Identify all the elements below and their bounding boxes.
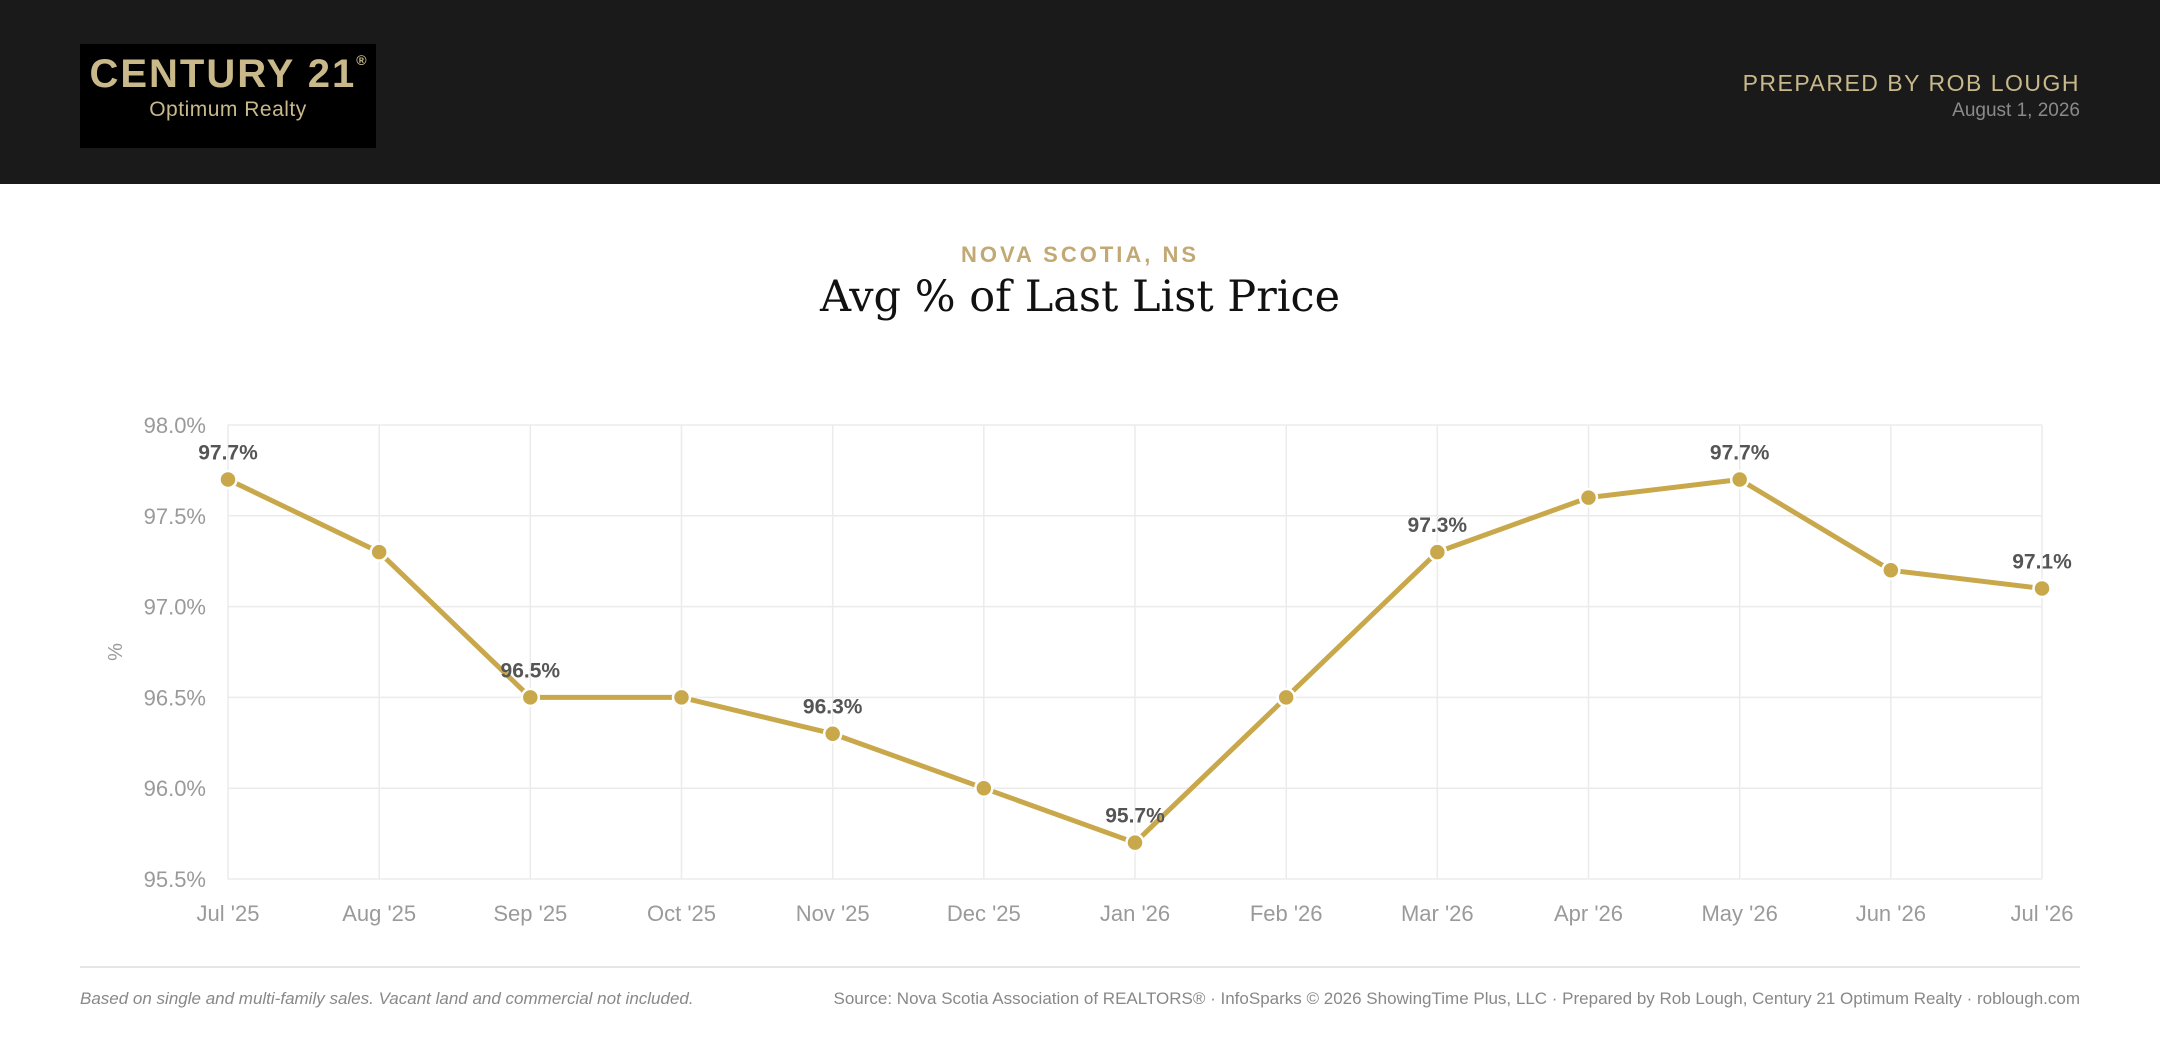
report-date: August 1, 2026 — [1952, 100, 2080, 121]
century21-logo: CENTURY 21® Optimum Realty — [80, 44, 376, 148]
data-label: 96.3% — [803, 696, 863, 719]
x-tick-label: Apr '26 — [1554, 901, 1623, 926]
y-tick-label: 95.5% — [144, 867, 206, 892]
x-tick-label: Feb '26 — [1250, 901, 1323, 926]
data-point — [218, 469, 238, 490]
data-point — [369, 542, 389, 562]
x-tick-label: Nov '25 — [796, 901, 870, 926]
y-tick-label: 96.0% — [144, 776, 206, 801]
x-tick-label: Oct '25 — [647, 901, 716, 926]
x-tick-label: Dec '25 — [947, 901, 1021, 926]
logo-main-text: CENTURY 21 — [89, 52, 357, 96]
data-label: 97.3% — [1408, 514, 1468, 537]
data-point — [1427, 542, 1448, 562]
y-tick-label: 96.5% — [144, 685, 206, 710]
data-point — [520, 687, 541, 708]
data-label: 97.7% — [198, 441, 258, 464]
footer-source: Source: Nova Scotia Association of REALT… — [833, 989, 2081, 1008]
data-point — [671, 687, 692, 708]
x-tick-label: Mar '26 — [1401, 901, 1474, 926]
y-tick-label: 97.5% — [144, 504, 206, 529]
x-tick-label: Jan '26 — [1100, 901, 1170, 926]
data-labels: 97.7% 96.5% 96.3% 95.7% 97.3% 97.7% 97.1% — [198, 441, 2072, 827]
data-label: 95.7% — [1105, 805, 1165, 828]
data-point — [822, 723, 843, 744]
x-tick-label: Sep '25 — [493, 901, 567, 926]
y-axis-label: % — [105, 643, 127, 661]
data-point — [1578, 487, 1599, 508]
data-point — [1881, 560, 1901, 581]
location-label: NOVA SCOTIA, NS — [960, 242, 1200, 267]
data-point — [1276, 687, 1296, 708]
x-tick-label: Jul '25 — [197, 901, 260, 926]
y-tick-label: 98.0% — [144, 413, 206, 438]
axes: 98.0% 97.5% 97.0% 96.5% 96.0% 95.5% Jul '25 Aug… — [105, 413, 2073, 926]
prepared-by: PREPARED BY ROB LOUGH — [1742, 70, 2080, 96]
footer-divider — [80, 966, 2080, 968]
footer-note: Based on single and multi-family sales. … — [80, 989, 694, 1008]
chart-title: Avg % of Last List Price — [819, 272, 1341, 322]
data-label: 97.7% — [1710, 441, 1770, 464]
logo-registered-mark: ® — [356, 52, 367, 68]
series — [218, 469, 2052, 853]
grid — [227, 424, 2043, 880]
logo-sub-text: Optimum Realty — [149, 98, 307, 121]
data-point — [1125, 832, 1145, 853]
data-point — [2032, 578, 2052, 599]
x-tick-label: Jun '26 — [1856, 901, 1926, 926]
data-label: 97.1% — [2012, 550, 2072, 573]
y-tick-label: 97.0% — [144, 595, 206, 620]
header-bar: CENTURY 21® Optimum Realty PREPARED BY R… — [0, 0, 2160, 184]
x-tick-label: Aug '25 — [342, 901, 416, 926]
x-tick-label: May '26 — [1701, 901, 1777, 926]
data-point — [1729, 469, 1750, 490]
x-tick-label: Jul '26 — [2011, 901, 2074, 926]
data-label: 96.5% — [501, 659, 561, 682]
data-point — [974, 778, 994, 798]
